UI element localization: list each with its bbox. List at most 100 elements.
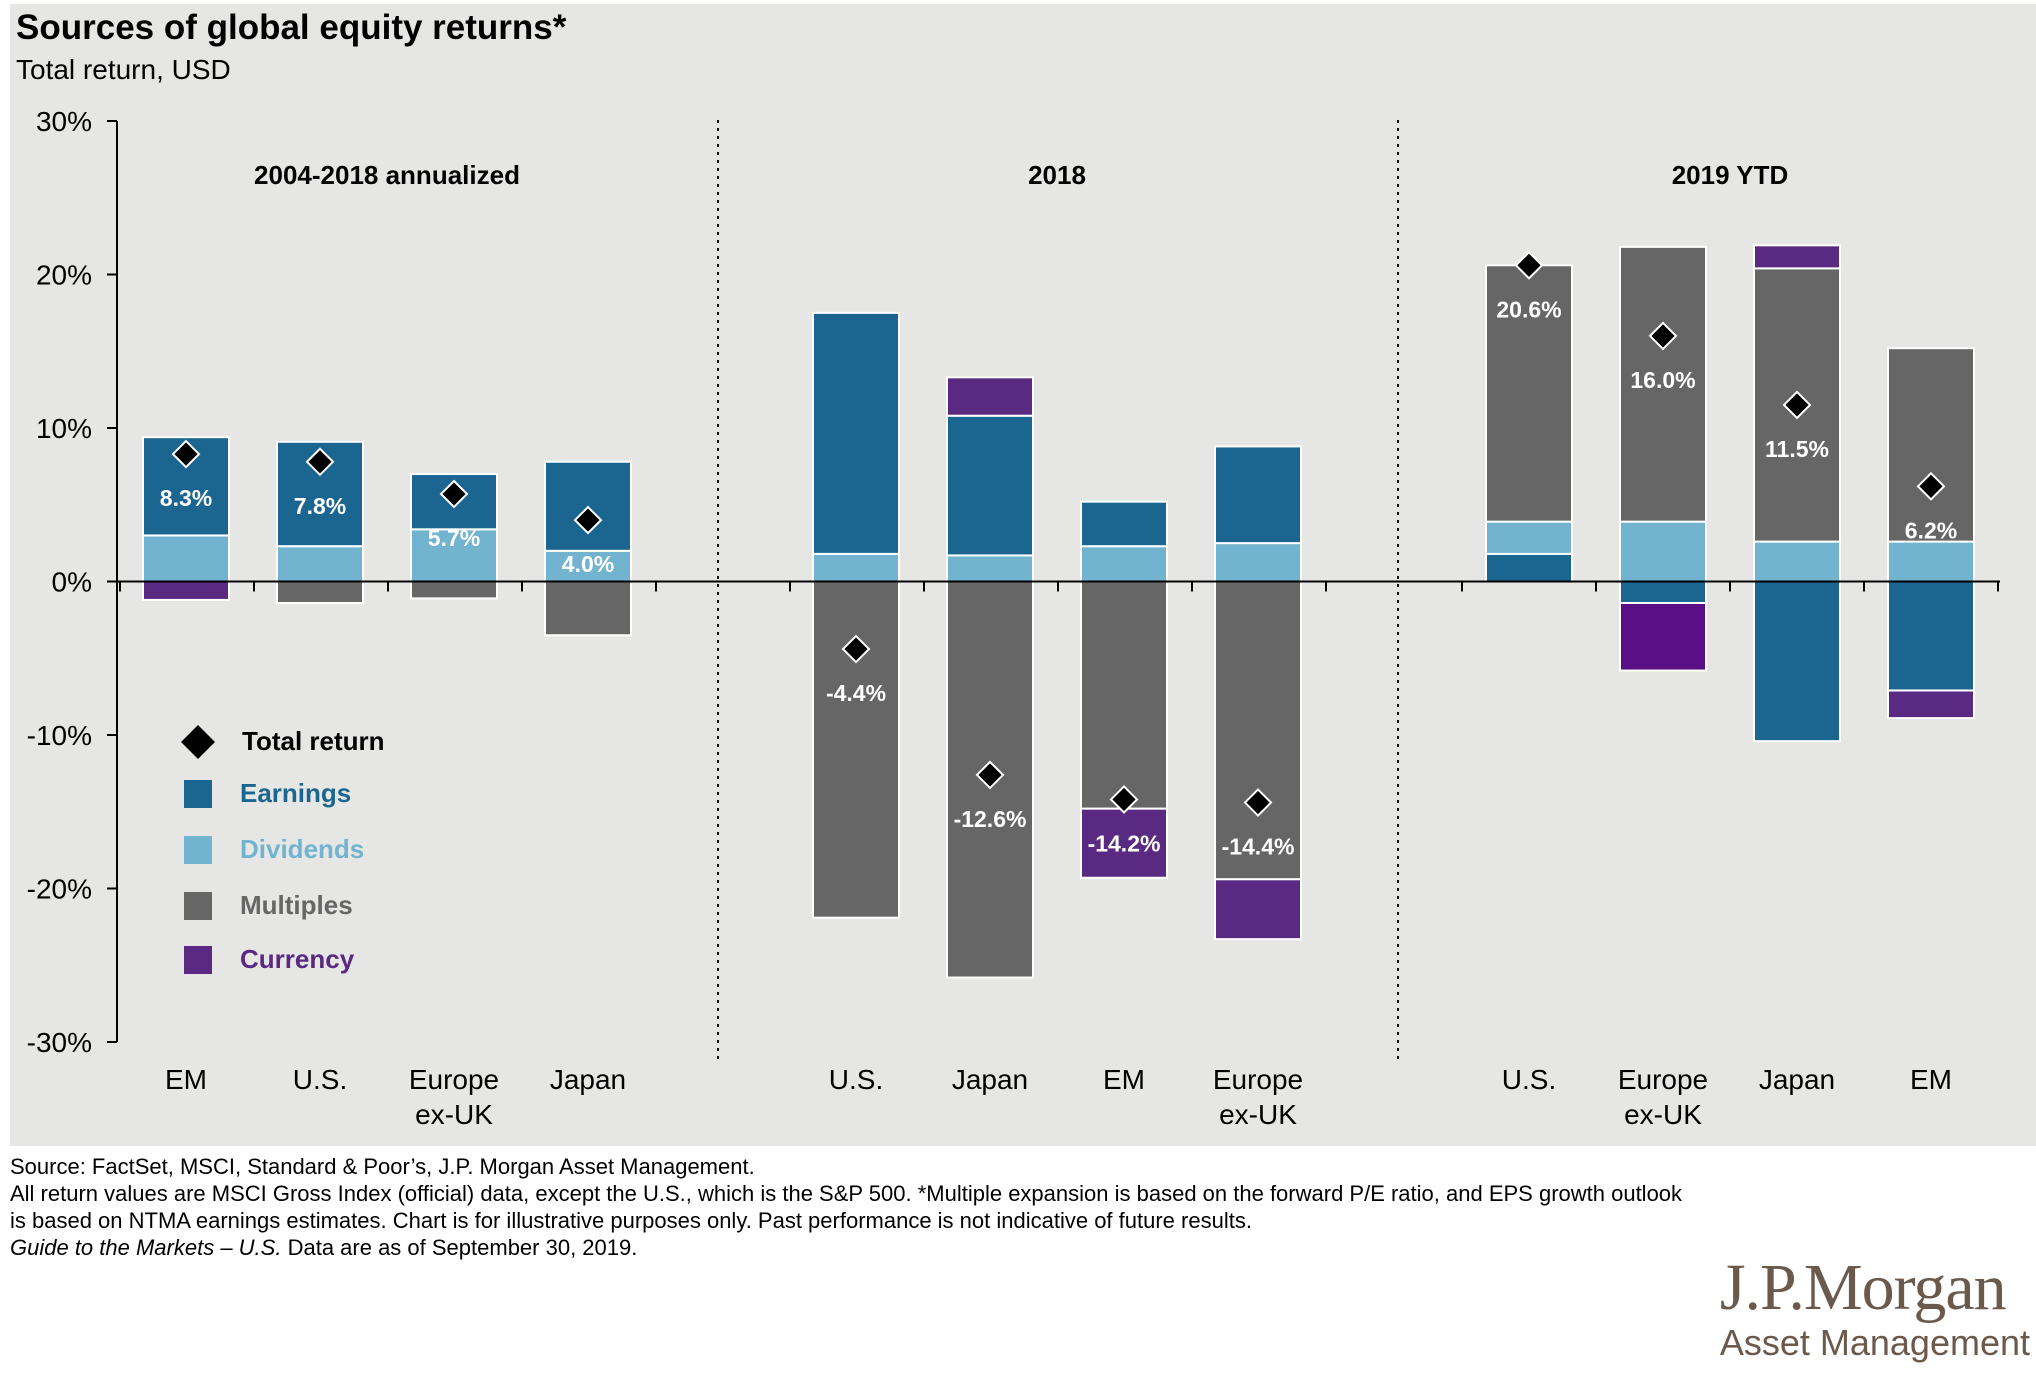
- category-label: U.S.: [829, 1064, 883, 1095]
- bar-segment-multiples: [1080, 580, 1168, 810]
- legend-label: Multiples: [240, 890, 353, 920]
- total-return-marker: [1782, 390, 1812, 420]
- total-return-label: 16.0%: [1630, 367, 1695, 393]
- bar-segment-currency: [1887, 689, 1975, 720]
- legend-swatch-dividends: [184, 835, 212, 864]
- category-label: Europe: [1213, 1064, 1303, 1095]
- category-label: EM: [1910, 1064, 1952, 1095]
- total-return-label: -14.4%: [1222, 834, 1295, 860]
- bar-segment-earnings: [1753, 580, 1841, 743]
- bar-segment-multiples: [276, 580, 364, 604]
- total-return-label: 11.5%: [1765, 436, 1829, 462]
- total-return-marker: [841, 634, 871, 664]
- y-tick-label: -10%: [27, 720, 92, 751]
- group-title: 2004-2018 annualized: [254, 160, 520, 190]
- group-title: 2018: [1028, 160, 1086, 190]
- y-tick-label: 30%: [36, 106, 92, 137]
- bar-segment-dividends: [1619, 520, 1707, 583]
- y-tick-label: 20%: [36, 260, 92, 291]
- bar-segment-currency: [1753, 244, 1841, 270]
- legend-swatch-earnings: [184, 779, 212, 808]
- bar-segment-multiples: [1887, 347, 1975, 543]
- bar-segment-multiples: [410, 580, 498, 600]
- category-label: Japan: [550, 1064, 626, 1095]
- bar-segment-dividends: [1080, 545, 1168, 583]
- bar-segment-dividends: [1485, 520, 1573, 555]
- total-return-marker: [1514, 250, 1544, 280]
- category-label: EM: [1103, 1064, 1145, 1095]
- bar-segment-dividends: [544, 549, 632, 583]
- total-return-label: 8.3%: [160, 485, 212, 511]
- total-return-marker: [439, 479, 469, 509]
- total-return-label: 7.8%: [294, 493, 346, 519]
- logo-subtitle: Asset Management: [1719, 1322, 2030, 1363]
- total-return-marker: [1109, 785, 1139, 814]
- chart-subtitle: Total return, USD: [16, 54, 231, 85]
- total-return-label: 4.0%: [562, 551, 614, 577]
- category-label: Japan: [1759, 1064, 1835, 1095]
- bar-segment-multiples: [946, 580, 1034, 979]
- total-return-label: -12.6%: [954, 806, 1027, 832]
- chart-title: Sources of global equity returns*: [16, 8, 567, 47]
- footnotes: Source: FactSet, MSCI, Standard & Poor’s…: [10, 1153, 1690, 1261]
- category-label: Europe: [1618, 1064, 1708, 1095]
- bar-segment-earnings: [1214, 445, 1302, 545]
- data-date: Data are as of September 30, 2019.: [281, 1235, 638, 1260]
- y-tick-label: -20%: [27, 874, 92, 905]
- logo-wordmark: J.P.Morgan: [1719, 1251, 2007, 1324]
- total-return-marker: [975, 760, 1005, 790]
- category-label: Japan: [952, 1064, 1028, 1095]
- total-return-label: 6.2%: [1905, 517, 1957, 543]
- total-return-label: -4.4%: [826, 680, 886, 706]
- guide-title: Guide to the Markets – U.S.: [10, 1235, 282, 1260]
- category-label: U.S.: [293, 1064, 347, 1095]
- jpmorgan-logo: J.P.Morgan Asset Management: [1720, 1255, 2030, 1363]
- category-label: ex-UK: [1219, 1099, 1297, 1130]
- category-label: ex-UK: [1624, 1099, 1702, 1130]
- bar-segment-currency: [946, 376, 1034, 417]
- bar-segment-dividends: [1214, 542, 1302, 583]
- legend-label: Total return: [242, 726, 385, 756]
- total-return-marker: [171, 439, 201, 469]
- legend-swatch-multiples: [184, 891, 212, 920]
- bar-segment-dividends: [410, 528, 498, 583]
- bar-segment-earnings: [1080, 500, 1168, 548]
- legend-item-multiples: Multiples: [184, 890, 353, 921]
- bar-segment-dividends: [142, 534, 230, 583]
- bar-segment-currency: [1214, 878, 1302, 941]
- group-title: 2019 YTD: [1672, 160, 1789, 190]
- legend-label: Dividends: [240, 834, 365, 864]
- bar-segment-earnings: [1485, 552, 1573, 583]
- total-return-marker: [1648, 321, 1678, 351]
- legend-item-currency: Currency: [184, 944, 354, 975]
- total-return-marker: [1243, 788, 1273, 817]
- total-return-marker: [305, 447, 335, 477]
- source-note: Source: FactSet, MSCI, Standard & Poor’s…: [10, 1154, 755, 1179]
- total-return-label: 5.7%: [428, 525, 480, 551]
- bar-segment-multiples: [1485, 264, 1573, 523]
- bar-segment-multiples: [812, 580, 900, 919]
- bar-segment-earnings: [946, 414, 1034, 557]
- category-label: ex-UK: [415, 1099, 493, 1130]
- bar-segment-dividends: [276, 545, 364, 583]
- y-tick-label: -30%: [27, 1027, 92, 1058]
- bar-segment-earnings: [1619, 580, 1707, 604]
- chart-plot: 30% 20% 10% 0% -10% -20% -30% 2004-2018 annuali…: [27, 106, 2000, 1130]
- total-return-label: 20.6%: [1496, 296, 1561, 322]
- bar-segment-currency: [142, 580, 230, 601]
- data-date-note: Guide to the Markets – U.S. Data are as …: [10, 1234, 1690, 1261]
- bar-segment-earnings: [812, 311, 900, 555]
- bar-segment-currency: [1619, 601, 1707, 672]
- bar-segment-multiples: [544, 580, 632, 637]
- bar-segment-multiples: [1619, 245, 1707, 523]
- category-label: EM: [165, 1064, 207, 1095]
- total-return-marker: [1916, 471, 1946, 501]
- legend-swatch-currency: [184, 945, 212, 974]
- total-return-label: -14.2%: [1088, 830, 1161, 856]
- y-tick-label: 0%: [52, 567, 92, 598]
- category-label: U.S.: [1502, 1064, 1556, 1095]
- legend-item-total-return: Total return: [180, 724, 385, 759]
- bar-segment-multiples: [1214, 580, 1302, 881]
- bar-segment-dividends: [946, 554, 1034, 583]
- legend-item-earnings: Earnings: [184, 778, 351, 809]
